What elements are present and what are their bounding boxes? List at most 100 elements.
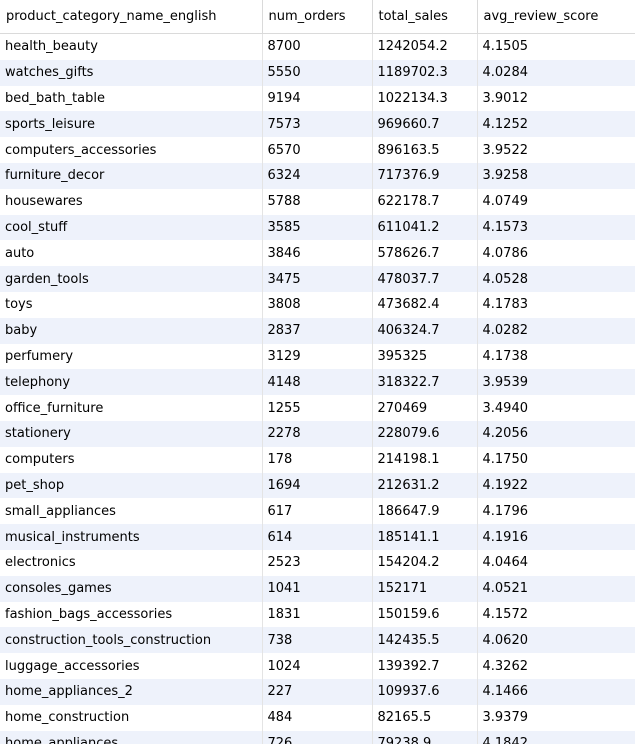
total-sales-cell[interactable]: 109937.6 (372, 678, 478, 705)
total-sales-cell[interactable]: 152171 (372, 575, 478, 602)
total-sales-cell[interactable]: 717376.9 (372, 162, 478, 189)
avg-review-score-cell[interactable]: 4.0521 (477, 575, 635, 602)
table-row[interactable]: stationery 2278 228079.6 4.2056 (0, 420, 635, 447)
num-orders-cell[interactable]: 6570 (262, 137, 373, 163)
category-cell[interactable]: garden_tools (0, 266, 263, 292)
avg-review-score-cell[interactable]: 4.1842 (477, 730, 635, 744)
num-orders-cell[interactable]: 4148 (262, 369, 373, 396)
num-orders-cell[interactable]: 2837 (262, 317, 373, 344)
category-cell[interactable]: home_construction (0, 704, 263, 731)
num-orders-cell[interactable]: 3585 (262, 214, 373, 241)
avg-review-score-cell[interactable]: 4.1922 (477, 472, 635, 499)
total-sales-cell[interactable]: 395325 (372, 343, 478, 370)
table-row[interactable]: baby 2837 406324.7 4.0282 (0, 317, 635, 344)
avg-review-score-cell[interactable]: 4.0528 (477, 266, 635, 292)
category-cell[interactable]: auto (0, 240, 263, 267)
avg-review-score-cell[interactable]: 3.9379 (477, 704, 635, 731)
total-sales-cell[interactable]: 318322.7 (372, 369, 478, 396)
avg-review-score-cell[interactable]: 4.1466 (477, 678, 635, 705)
avg-review-score-cell[interactable]: 4.1916 (477, 524, 635, 550)
avg-review-score-cell[interactable]: 4.1572 (477, 601, 635, 628)
num-orders-cell[interactable]: 9194 (262, 85, 373, 112)
table-row[interactable]: furniture_decor 6324 717376.9 3.9258 (0, 162, 635, 189)
num-orders-cell[interactable]: 1024 (262, 653, 373, 679)
num-orders-cell[interactable]: 8700 (262, 33, 373, 60)
category-cell[interactable]: computers (0, 446, 263, 473)
num-orders-cell[interactable]: 3846 (262, 240, 373, 267)
column-header-avg-review-score[interactable]: avg_review_score (477, 0, 635, 34)
avg-review-score-cell[interactable]: 4.0786 (477, 240, 635, 267)
num-orders-cell[interactable]: 3808 (262, 291, 373, 318)
num-orders-cell[interactable]: 484 (262, 704, 373, 731)
category-cell[interactable]: telephony (0, 369, 263, 396)
num-orders-cell[interactable]: 5788 (262, 188, 373, 215)
category-cell[interactable]: baby (0, 317, 263, 344)
table-row[interactable]: toys 3808 473682.4 4.1783 (0, 291, 635, 318)
num-orders-cell[interactable]: 2278 (262, 420, 373, 447)
num-orders-cell[interactable]: 1255 (262, 395, 373, 421)
num-orders-cell[interactable]: 1831 (262, 601, 373, 628)
num-orders-cell[interactable]: 6324 (262, 162, 373, 189)
table-row[interactable]: health_beauty 8700 1242054.2 4.1505 (0, 33, 635, 60)
column-header-num-orders[interactable]: num_orders (262, 0, 373, 34)
total-sales-cell[interactable]: 406324.7 (372, 317, 478, 344)
avg-review-score-cell[interactable]: 3.9539 (477, 369, 635, 396)
table-row[interactable]: computers 178 214198.1 4.1750 (0, 446, 635, 473)
category-cell[interactable]: fashion_bags_accessories (0, 601, 263, 628)
num-orders-cell[interactable]: 738 (262, 627, 373, 654)
num-orders-cell[interactable]: 5550 (262, 59, 373, 86)
table-row[interactable]: musical_instruments 614 185141.1 4.1916 (0, 524, 635, 550)
total-sales-cell[interactable]: 139392.7 (372, 653, 478, 679)
category-cell[interactable]: health_beauty (0, 33, 263, 60)
table-row[interactable]: garden_tools 3475 478037.7 4.0528 (0, 266, 635, 292)
category-cell[interactable]: watches_gifts (0, 59, 263, 86)
total-sales-cell[interactable]: 1242054.2 (372, 33, 478, 60)
table-row[interactable]: fashion_bags_accessories 1831 150159.6 4.15… (0, 601, 635, 628)
category-cell[interactable]: construction_tools_construction (0, 627, 263, 654)
total-sales-cell[interactable]: 478037.7 (372, 266, 478, 292)
total-sales-cell[interactable]: 1022134.3 (372, 85, 478, 112)
total-sales-cell[interactable]: 186647.9 (372, 498, 478, 525)
num-orders-cell[interactable]: 614 (262, 524, 373, 550)
num-orders-cell[interactable]: 3129 (262, 343, 373, 370)
table-row[interactable]: consoles_games 1041 152171 4.0521 (0, 575, 635, 602)
avg-review-score-cell[interactable]: 4.1796 (477, 498, 635, 525)
avg-review-score-cell[interactable]: 4.0464 (477, 549, 635, 576)
total-sales-cell[interactable]: 185141.1 (372, 524, 478, 550)
category-cell[interactable]: small_appliances (0, 498, 263, 525)
avg-review-score-cell[interactable]: 3.4940 (477, 395, 635, 421)
total-sales-cell[interactable]: 473682.4 (372, 291, 478, 318)
category-cell[interactable]: office_furniture (0, 395, 263, 421)
table-row[interactable]: cool_stuff 3585 611041.2 4.1573 (0, 214, 635, 241)
avg-review-score-cell[interactable]: 3.9258 (477, 162, 635, 189)
table-row[interactable]: sports_leisure 7573 969660.7 4.1252 (0, 111, 635, 138)
category-cell[interactable]: pet_shop (0, 472, 263, 499)
category-cell[interactable]: cool_stuff (0, 214, 263, 241)
table-row[interactable]: construction_tools_construction 738 142435… (0, 627, 635, 654)
table-row[interactable]: computers_accessories 6570 896163.5 3.9522 (0, 137, 635, 163)
table-row[interactable]: small_appliances 617 186647.9 4.1796 (0, 498, 635, 525)
total-sales-cell[interactable]: 622178.7 (372, 188, 478, 215)
num-orders-cell[interactable]: 1041 (262, 575, 373, 602)
table-row[interactable]: telephony 4148 318322.7 3.9539 (0, 369, 635, 396)
avg-review-score-cell[interactable]: 4.2056 (477, 420, 635, 447)
avg-review-score-cell[interactable]: 4.0749 (477, 188, 635, 215)
total-sales-cell[interactable]: 896163.5 (372, 137, 478, 163)
num-orders-cell[interactable]: 227 (262, 678, 373, 705)
total-sales-cell[interactable]: 212631.2 (372, 472, 478, 499)
avg-review-score-cell[interactable]: 4.0284 (477, 59, 635, 86)
category-cell[interactable]: sports_leisure (0, 111, 263, 138)
avg-review-score-cell[interactable]: 4.1252 (477, 111, 635, 138)
num-orders-cell[interactable]: 178 (262, 446, 373, 473)
table-row[interactable]: pet_shop 1694 212631.2 4.1922 (0, 472, 635, 499)
category-cell[interactable]: computers_accessories (0, 137, 263, 163)
avg-review-score-cell[interactable]: 4.1783 (477, 291, 635, 318)
category-cell[interactable]: furniture_decor (0, 162, 263, 189)
total-sales-cell[interactable]: 214198.1 (372, 446, 478, 473)
num-orders-cell[interactable]: 3475 (262, 266, 373, 292)
category-cell[interactable]: home_appliances (0, 730, 263, 744)
avg-review-score-cell[interactable]: 3.9522 (477, 137, 635, 163)
table-row[interactable]: home_appliances 726 79238.9 4.1842 (0, 730, 635, 744)
table-row[interactable]: home_construction 484 82165.5 3.9379 (0, 704, 635, 731)
